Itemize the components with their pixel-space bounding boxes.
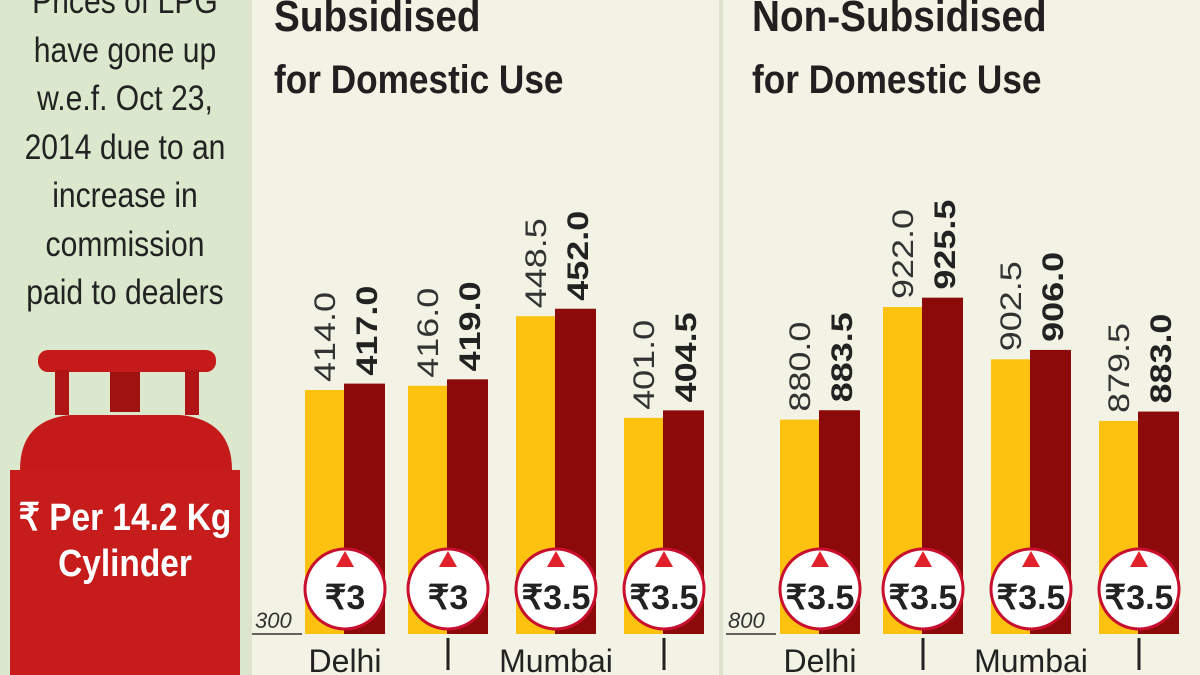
up-arrow-icon <box>914 551 932 567</box>
value-label-old: 880.0 <box>784 322 817 412</box>
chart-subtitle-non-subsidised: for Domestic Use <box>752 58 1042 102</box>
increase-label: ₹3.5 <box>1105 579 1174 617</box>
increase-label: ₹3.5 <box>786 579 855 617</box>
value-label-old: 448.5 <box>520 218 553 308</box>
increase-label: ₹3.5 <box>522 579 591 617</box>
value-label-new: 883.0 <box>1145 314 1178 404</box>
value-label-new: 925.5 <box>929 200 962 290</box>
note-text: Prices of LPG have gone up w.e.f. Oct 23… <box>24 0 226 312</box>
value-label-new: 419.0 <box>454 281 487 371</box>
chart-subtitle-subsidised: for Domestic Use <box>274 58 564 102</box>
value-label-old: 902.5 <box>995 261 1028 351</box>
value-label-old: 401.0 <box>628 320 661 410</box>
gas-cylinder-icon <box>10 350 240 675</box>
increase-badge <box>778 547 862 631</box>
category-label: Mumbai <box>974 643 1088 675</box>
increase-label: ₹3.5 <box>997 579 1066 617</box>
chart-title-subsidised: Subsidised <box>274 0 481 41</box>
increase-badge <box>989 547 1073 631</box>
value-label-old: 922.0 <box>887 209 920 299</box>
category-label: Delhi <box>784 643 857 675</box>
up-arrow-icon <box>547 551 565 567</box>
value-label-new: 417.0 <box>351 286 384 376</box>
axis-base-label: 800 <box>728 608 765 633</box>
increase-label: ₹3 <box>428 579 469 617</box>
increase-badge <box>514 547 598 631</box>
value-label-new: 404.5 <box>670 312 703 402</box>
value-label-new: 906.0 <box>1037 252 1070 342</box>
increase-label: ₹3 <box>325 579 366 617</box>
divider <box>248 0 252 675</box>
chart-title-non-subsidised: Non-Subsidised <box>752 0 1047 41</box>
category-label: Mumbai <box>499 643 613 675</box>
value-label-old: 879.5 <box>1103 323 1136 413</box>
category-label: Delhi <box>309 643 382 675</box>
increase-badge <box>881 547 965 631</box>
value-label-old: 414.0 <box>309 292 342 382</box>
divider <box>719 0 723 675</box>
increase-badge <box>1097 547 1181 631</box>
increase-badge <box>406 547 490 631</box>
up-arrow-icon <box>1130 551 1148 567</box>
up-arrow-icon <box>655 551 673 567</box>
value-label-new: 883.5 <box>826 312 859 402</box>
increase-badge <box>303 547 387 631</box>
increase-label: ₹3.5 <box>889 579 958 617</box>
value-label-old: 416.0 <box>412 288 445 378</box>
value-label-new: 452.0 <box>562 211 595 301</box>
increase-label: ₹3.5 <box>630 579 699 617</box>
cylinder-label: ₹ Per 14.2 Kg Cylinder <box>18 497 232 585</box>
up-arrow-icon <box>439 551 457 567</box>
up-arrow-icon <box>811 551 829 567</box>
up-arrow-icon <box>1022 551 1040 567</box>
increase-badge <box>622 547 706 631</box>
axis-base-label: 300 <box>255 608 292 633</box>
up-arrow-icon <box>336 551 354 567</box>
